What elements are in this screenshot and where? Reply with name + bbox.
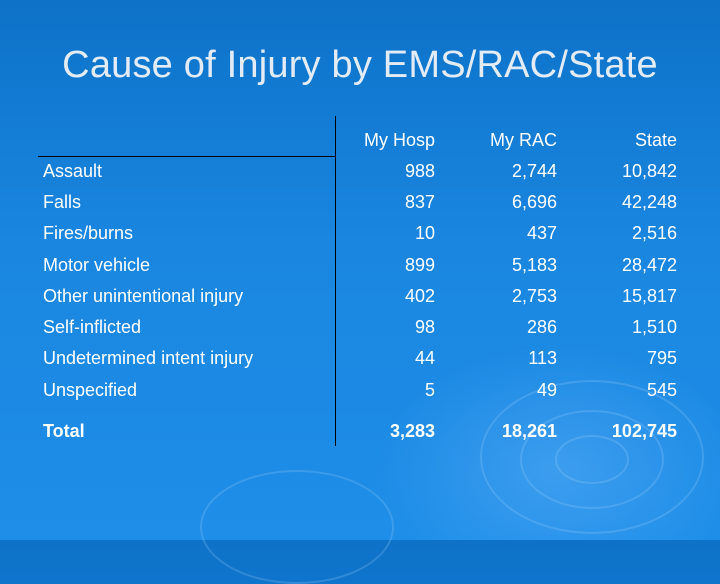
total-my-hosp: 3,283 xyxy=(389,421,435,441)
row-label: Fires/burns xyxy=(43,223,134,243)
total-my-rac: 18,261 xyxy=(501,421,557,441)
background-ripple xyxy=(555,435,629,484)
total-label: Total xyxy=(43,421,85,441)
cell-my-rac: 49 xyxy=(536,380,557,400)
cell-my-hosp: 837 xyxy=(404,192,435,212)
cell-my-rac: 6,696 xyxy=(511,192,557,212)
cell-my-rac: 2,744 xyxy=(511,161,557,181)
cell-state: 1,510 xyxy=(631,317,677,337)
cell-my-rac: 113 xyxy=(528,348,557,368)
column-header-state: State xyxy=(634,130,677,150)
slide-title: Cause of Injury by EMS/RAC/State xyxy=(62,44,658,86)
row-label: Falls xyxy=(43,192,82,212)
cell-my-rac: 286 xyxy=(526,317,557,337)
row-label: Other unintentional injury xyxy=(43,286,244,306)
table-vertical-rule xyxy=(335,116,336,446)
cell-my-hosp: 402 xyxy=(404,286,435,306)
cell-my-hosp: 98 xyxy=(414,317,435,337)
cell-state: 15,817 xyxy=(621,286,677,306)
background-ripple xyxy=(480,380,704,534)
cell-state: 795 xyxy=(646,348,677,368)
table-horizontal-rule xyxy=(38,156,335,157)
cell-state: 545 xyxy=(646,380,677,400)
cell-my-rac: 5,183 xyxy=(511,255,557,275)
row-label: Self-inflicted xyxy=(43,317,142,337)
cell-state: 10,842 xyxy=(621,161,677,181)
cell-state: 28,472 xyxy=(621,255,677,275)
row-label: Unspecified xyxy=(43,380,138,400)
cell-my-hosp: 988 xyxy=(404,161,435,181)
cell-my-rac: 437 xyxy=(526,223,557,243)
cell-my-hosp: 44 xyxy=(414,348,435,368)
cell-my-hosp: 899 xyxy=(404,255,435,275)
column-header-my-hosp: My Hosp xyxy=(363,130,435,150)
cell-my-hosp: 5 xyxy=(424,380,435,400)
row-label: Undetermined intent injury xyxy=(43,348,254,368)
background-ripple xyxy=(200,470,394,584)
row-label: Motor vehicle xyxy=(43,255,151,275)
background-ripple xyxy=(520,410,664,509)
column-header-my-rac: My RAC xyxy=(490,130,557,150)
total-state: 102,745 xyxy=(611,421,677,441)
cell-state: 42,248 xyxy=(621,192,677,212)
cell-state: 2,516 xyxy=(631,223,677,243)
cell-my-rac: 2,753 xyxy=(511,286,557,306)
row-label: Assault xyxy=(43,161,103,181)
cell-my-hosp: 10 xyxy=(414,223,435,243)
